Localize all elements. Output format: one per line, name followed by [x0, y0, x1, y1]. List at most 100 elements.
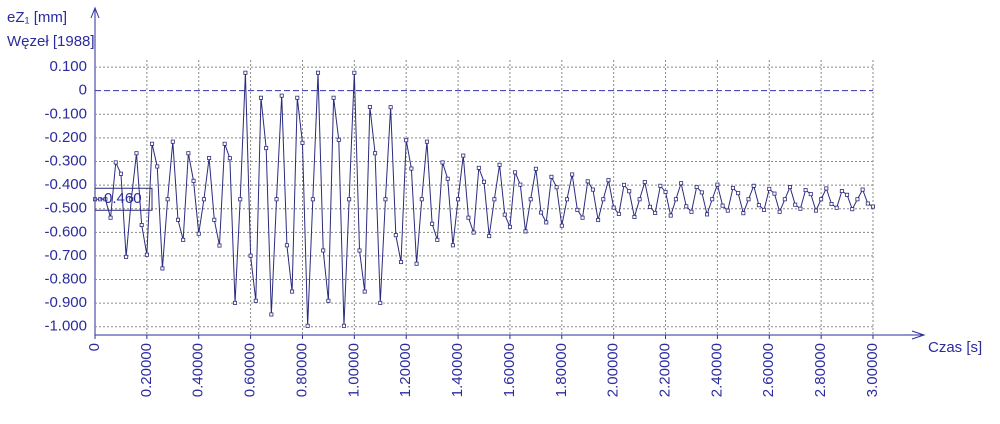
data-point [777, 209, 782, 214]
data-point [606, 178, 611, 183]
y-tick-label: -0.200 [44, 129, 87, 146]
data-point [165, 197, 170, 202]
data-point [103, 197, 108, 202]
data-point [456, 197, 461, 202]
data-point [523, 229, 528, 234]
data-point [124, 254, 129, 259]
data-point [404, 138, 409, 143]
x-tick-label: 0.80000 [293, 343, 310, 397]
data-point [227, 156, 232, 161]
data-point [871, 204, 876, 209]
data-point [331, 95, 336, 100]
data-point [129, 197, 134, 202]
data-point [860, 187, 865, 192]
x-tick-label: 0.20000 [138, 343, 155, 397]
data-point [440, 160, 445, 165]
data-point [834, 205, 839, 210]
data-point [238, 197, 243, 202]
data-point [539, 210, 544, 215]
data-point [466, 215, 471, 220]
x-tick-label: 2.80000 [812, 343, 829, 397]
data-point [341, 323, 346, 328]
data-point [533, 166, 538, 171]
data-point [212, 217, 217, 222]
data-point [430, 221, 435, 226]
data-point [616, 211, 621, 216]
y-tick-label: -0.300 [44, 152, 87, 169]
data-point [647, 204, 652, 209]
data-point [160, 266, 165, 271]
data-point [725, 208, 730, 213]
x-tick-label: 2.20000 [657, 343, 674, 397]
data-point [497, 162, 502, 167]
y-tick-label: -0.800 [44, 270, 87, 287]
data-point [290, 289, 295, 294]
data-point [730, 185, 735, 190]
data-point [284, 243, 289, 248]
data-point [720, 203, 725, 208]
data-point [772, 191, 777, 196]
data-point [450, 243, 455, 248]
data-point [751, 183, 756, 188]
data-point [134, 151, 139, 156]
data-point [570, 172, 575, 177]
data-point [388, 105, 393, 110]
data-point [590, 187, 595, 192]
plot-area [93, 70, 876, 328]
x-tick-label: 2.40000 [708, 343, 725, 397]
data-point [513, 170, 518, 175]
data-point [305, 323, 310, 328]
data-point [746, 197, 751, 202]
data-point [518, 182, 523, 187]
data-point [585, 179, 590, 184]
data-point [756, 203, 761, 208]
data-point [445, 176, 450, 181]
data-point [98, 197, 103, 202]
data-point [637, 197, 642, 202]
x-tick-label: 1.20000 [397, 343, 414, 397]
data-point [808, 192, 813, 197]
data-point [845, 192, 850, 197]
data-point [264, 146, 269, 151]
data-point [253, 298, 258, 303]
data-point [839, 189, 844, 194]
data-point [502, 212, 507, 217]
x-tick-label: 1.00000 [345, 343, 362, 397]
data-point [798, 206, 803, 211]
data-point [601, 197, 606, 202]
x-tick-label: 3.00000 [864, 343, 881, 397]
data-point [461, 153, 466, 158]
data-point [326, 298, 331, 303]
x-tick-label: 2.60000 [760, 343, 777, 397]
data-point [819, 197, 824, 202]
data-point [316, 70, 321, 75]
data-point [310, 197, 315, 202]
data-point [481, 179, 486, 184]
data-point [248, 253, 253, 258]
y-axis-label: eZ₁ [mm] [7, 9, 67, 26]
data-point [741, 211, 746, 216]
annotation-box [94, 187, 153, 211]
data-point [383, 197, 388, 202]
x-tick-label: 1.60000 [501, 343, 518, 397]
x-tick-label: 0 [86, 343, 103, 351]
data-point [658, 183, 663, 188]
data-point [736, 191, 741, 196]
data-point [258, 95, 263, 100]
data-point [357, 248, 362, 253]
x-tick-label: 1.80000 [553, 343, 570, 397]
grid [94, 60, 874, 339]
data-point [762, 207, 767, 212]
data-point [362, 289, 367, 294]
data-point [679, 181, 684, 186]
data-point [186, 151, 191, 156]
data-point [487, 234, 492, 239]
data-point [399, 260, 404, 265]
data-point [507, 224, 512, 229]
data-point [715, 182, 720, 187]
data-point [170, 139, 175, 144]
data-point [300, 140, 305, 145]
data-point [295, 95, 300, 100]
chart-subtitle: Węzeł [1988] [7, 33, 95, 50]
